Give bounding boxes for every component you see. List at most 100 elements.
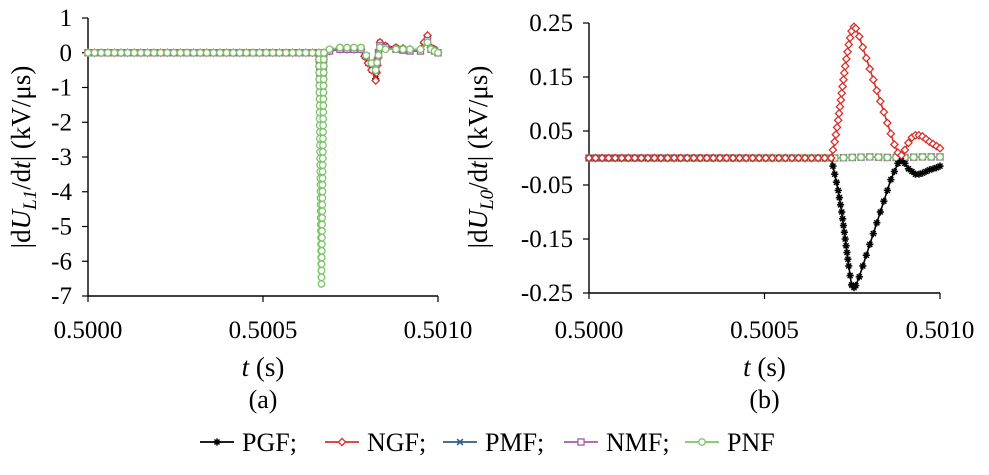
- data-point: [909, 153, 918, 162]
- data-point: [319, 101, 328, 110]
- data-point: [123, 48, 132, 57]
- series-line-ngf: [589, 25, 941, 159]
- data-point-shape: [855, 273, 863, 281]
- data-point-shape: [858, 42, 868, 52]
- data-point-shape: [922, 167, 930, 176]
- x-axis-label: t (s): [743, 352, 786, 382]
- data-point-shape: [936, 153, 944, 161]
- data-point: [156, 48, 165, 57]
- data-point-shape: [97, 48, 106, 57]
- data-point-shape: [838, 208, 846, 216]
- data-point: [831, 170, 839, 178]
- data-point-shape: [591, 153, 601, 163]
- data-point: [630, 153, 640, 163]
- data-point-shape: [84, 48, 92, 57]
- legend-marker-shape: [213, 438, 221, 446]
- y-tick-label: 0: [60, 40, 73, 67]
- data-point: [216, 48, 224, 57]
- data-point-shape: [682, 153, 692, 163]
- data-point: [837, 88, 847, 98]
- data-point: [143, 48, 152, 57]
- data-point-shape: [434, 48, 442, 57]
- data-point-shape: [894, 159, 902, 167]
- legend: PGF; NGF; PMF; NMF; PNF: [200, 428, 775, 457]
- x-axis-label-var: t: [743, 352, 752, 382]
- y-axis-label-u: U: [463, 208, 493, 229]
- data-point: [748, 153, 758, 163]
- data-point-shape: [663, 153, 673, 163]
- data-point: [636, 153, 646, 163]
- data-point: [597, 153, 607, 163]
- data-point: [183, 48, 191, 57]
- data-point-shape: [875, 96, 885, 106]
- data-point-shape: [268, 48, 277, 57]
- data-point: [130, 48, 139, 57]
- data-point-shape: [932, 164, 941, 172]
- data-point-shape: [623, 153, 633, 163]
- series-pnf: [84, 38, 442, 288]
- legend-marker-shape: [337, 437, 347, 447]
- data-point-shape: [846, 271, 854, 280]
- data-point: [882, 118, 892, 128]
- data-point-shape: [143, 48, 152, 57]
- data-point: [820, 153, 830, 163]
- data-point-shape: [767, 153, 777, 163]
- data-point: [318, 207, 327, 216]
- data-point: [852, 281, 860, 290]
- data-point-shape: [728, 153, 738, 163]
- data-point-shape: [904, 165, 913, 173]
- legend-label-name: PMF: [485, 428, 537, 457]
- legend-marker-shape: [456, 438, 464, 446]
- data-point-shape: [318, 213, 327, 222]
- data-point-shape: [880, 197, 888, 205]
- data-point: [839, 153, 848, 162]
- y-axis-label-prefix: |d: [463, 229, 493, 248]
- data-point: [623, 153, 633, 163]
- data-point: [317, 253, 326, 262]
- data-point-shape: [308, 48, 317, 57]
- data-point-shape: [839, 153, 848, 162]
- data-point-shape: [866, 240, 874, 248]
- data-point-shape: [836, 201, 845, 209]
- data-point-shape: [847, 281, 856, 289]
- data-point: [889, 139, 899, 150]
- data-point: [708, 153, 718, 163]
- data-point: [103, 48, 112, 57]
- data-point-shape: [900, 145, 910, 155]
- data-point-shape: [216, 48, 224, 57]
- data-point-shape: [838, 75, 848, 85]
- series-pgf: [585, 154, 944, 292]
- data-point: [845, 33, 855, 43]
- data-point: [255, 48, 264, 57]
- data-point: [689, 153, 699, 163]
- data-point-shape: [754, 153, 764, 163]
- data-point-shape: [838, 215, 847, 223]
- data-point: [915, 170, 923, 178]
- data-point: [318, 161, 327, 169]
- data-point-shape: [357, 43, 365, 52]
- data-point-shape: [343, 43, 351, 52]
- data-point-shape: [630, 153, 640, 163]
- data-point: [780, 153, 790, 163]
- y-tick-label: -0.15: [521, 226, 573, 253]
- data-point-shape: [317, 279, 326, 288]
- data-point: [886, 129, 896, 139]
- data-point-shape: [209, 48, 218, 57]
- data-point-shape: [295, 48, 304, 57]
- data-point: [318, 233, 326, 242]
- data-point-shape: [831, 130, 841, 140]
- data-point: [318, 180, 327, 189]
- data-point: [591, 153, 601, 163]
- data-point: [643, 153, 653, 163]
- y-axis-label-var: t: [463, 160, 493, 169]
- data-point-shape: [862, 251, 870, 259]
- data-point: [176, 48, 185, 57]
- data-point: [202, 48, 211, 57]
- y-tick-label: -0.25: [521, 280, 573, 307]
- data-point: [416, 45, 425, 54]
- legend-item-ngf: NGF;: [325, 428, 426, 457]
- data-point: [836, 95, 846, 105]
- y-axis-label-mid: /d: [6, 168, 36, 190]
- data-point-shape: [319, 134, 327, 143]
- data-point: [754, 153, 764, 163]
